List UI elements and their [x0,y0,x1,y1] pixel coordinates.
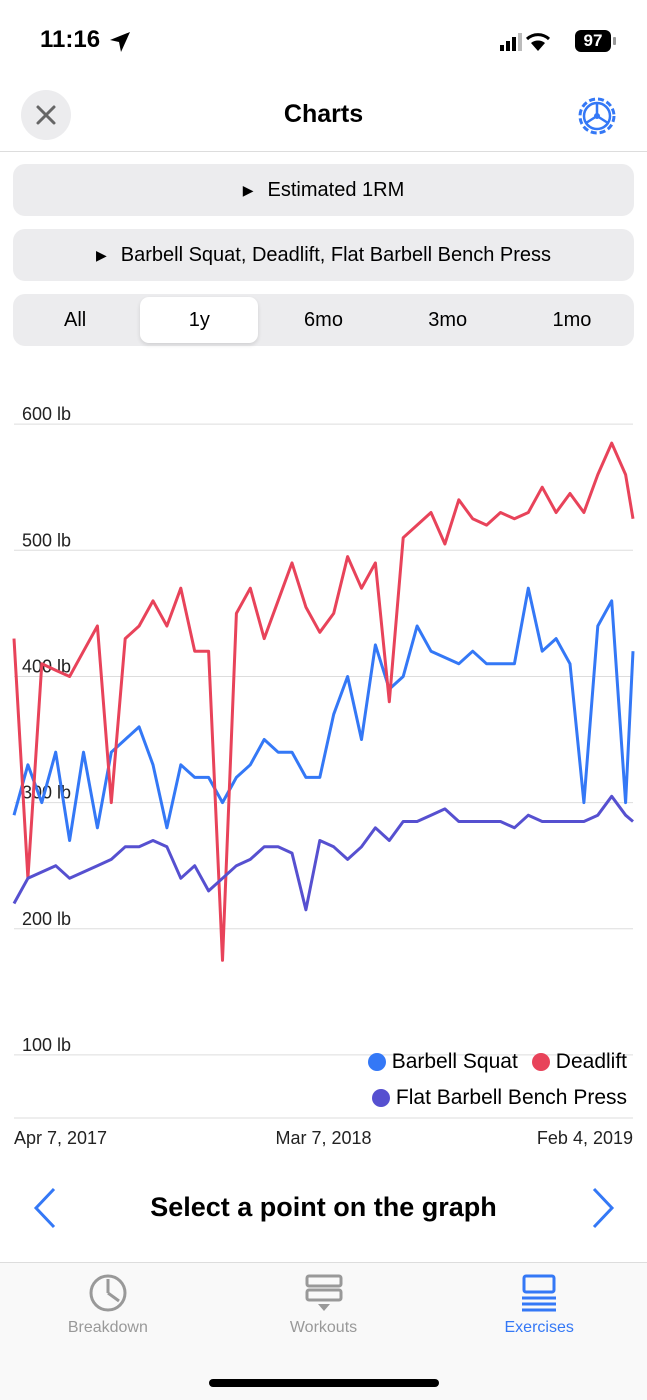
detail-prompt: Select a point on the graph [150,1192,497,1222]
status-time: 11:16 [40,26,101,53]
metric-selector[interactable]: ▶ Estimated 1RM [13,164,634,216]
series-line [12,586,635,842]
exercise-label: Barbell Squat, Deadlift, Flat Barbell Be… [120,243,551,266]
legend-label: Barbell Squat [391,1050,518,1073]
x-tick-label: Mar 7, 2018 [275,1128,371,1148]
tab-label: Exercises [504,1319,574,1336]
disclosure-icon: ▶ [242,181,254,198]
signal-wifi-icons [500,33,551,51]
disclosure-icon: ▶ [96,246,107,263]
tab-icon [89,1274,127,1312]
header-divider [0,151,647,152]
legend-item: Flat Barbell Bench Press [371,1086,627,1110]
series-line [12,794,634,912]
x-tick-label: Apr 7, 2017 [14,1128,107,1148]
legend-swatch [531,1053,550,1071]
tab-icon [522,1274,557,1312]
tab-item[interactable]: Workouts [216,1263,432,1400]
y-tick-label: 500 lb [22,530,71,550]
settings-button[interactable] [574,93,620,139]
close-icon [36,105,56,125]
tab-item[interactable]: Breakdown [0,1263,216,1400]
range-tabs: All 1y 6mo 3mo 1mo [13,294,634,346]
close-button[interactable] [21,90,71,140]
next-button[interactable] [586,1185,620,1231]
header-title: Charts [283,100,364,128]
legend-label: Flat Barbell Bench Press [395,1086,627,1109]
legend-swatch [371,1089,390,1107]
location-icon [110,32,130,52]
home-indicator [209,1379,439,1387]
y-tick-label: 100 lb [22,1035,71,1055]
prev-button[interactable] [28,1185,62,1231]
range-tab[interactable]: All [63,308,87,331]
tab-bar: Breakdown Workouts Exercises [0,1262,647,1400]
range-tab[interactable]: 1mo [552,308,592,331]
legend-label: Deadlift [555,1050,627,1073]
range-tab[interactable]: 6mo [304,308,343,331]
tab-label: Breakdown [67,1319,148,1336]
y-tick-label: 600 lb [22,404,71,424]
exercise-selector[interactable]: ▶ Barbell Squat, Deadlift, Flat Barbell B… [13,229,634,281]
tab-icon [305,1274,342,1311]
metric-label: Estimated 1RM [267,178,405,201]
y-tick-label: 200 lb [22,909,71,929]
battery-tip [613,37,616,45]
battery: 97 [575,30,611,52]
x-tick-label: Feb 4, 2019 [537,1128,633,1148]
legend-item: Deadlift [531,1050,627,1074]
tab-label: Workouts [289,1319,358,1336]
legend-item: Barbell Squat [367,1050,518,1074]
legend: Barbell Squat Deadlift Flat Barbell Bench … [307,1050,627,1110]
range-tab[interactable]: 1y [140,297,259,343]
series-line [12,441,635,962]
legend-swatch [367,1053,386,1071]
tab-item[interactable]: Exercises [431,1263,647,1400]
range-tab[interactable]: 3mo [428,308,468,331]
